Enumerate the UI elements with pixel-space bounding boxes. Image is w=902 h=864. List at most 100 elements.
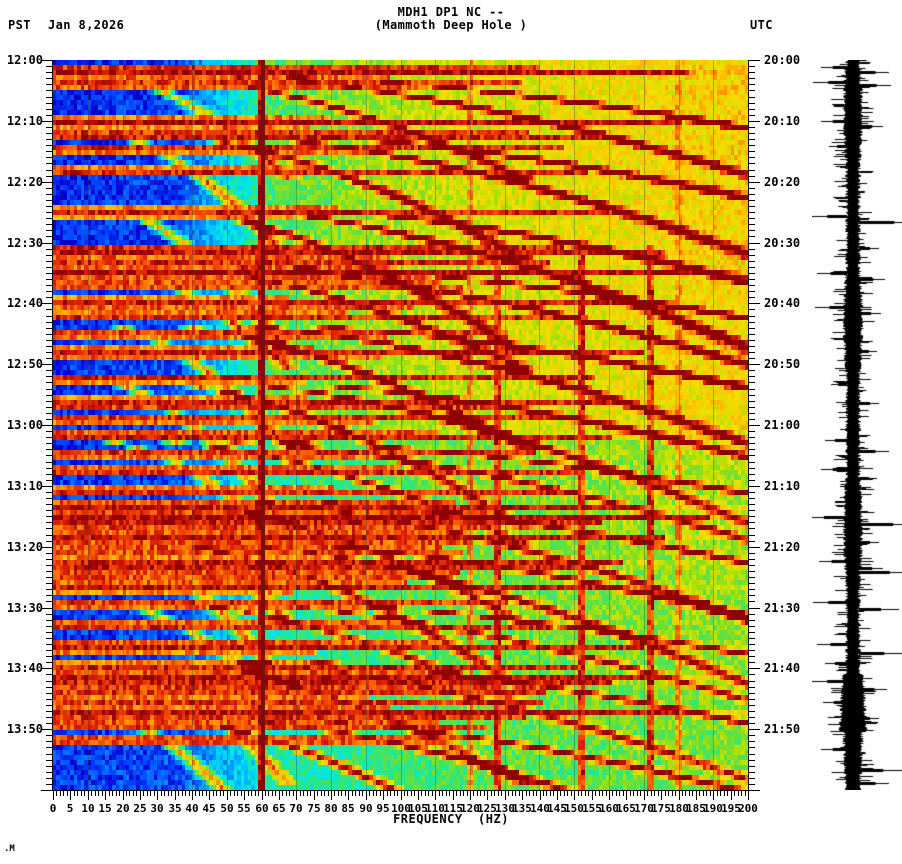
x-axis-tick [401, 791, 402, 800]
x-axis-minor-tick [407, 791, 408, 796]
y-axis-minor-tick [46, 218, 52, 219]
x-axis-minor-tick [321, 791, 322, 796]
y-axis-major-tick [749, 182, 760, 183]
y-axis-minor-tick [46, 681, 52, 682]
station-name-title: (Mammoth Deep Hole ) [374, 18, 528, 32]
x-axis-minor-tick [491, 791, 492, 796]
x-axis-minor-tick [394, 791, 395, 796]
x-axis-minor-tick [67, 791, 68, 796]
y-axis-minor-tick [46, 601, 52, 602]
y-axis-minor-tick [46, 109, 52, 110]
x-axis-label: 190 [703, 802, 723, 815]
y-axis-minor-tick [46, 66, 52, 67]
y-axis-major-tick [749, 425, 760, 426]
x-axis-minor-tick [182, 791, 183, 796]
x-axis-minor-tick [724, 791, 725, 796]
y-axis-minor-tick [749, 687, 755, 688]
x-axis-minor-tick [102, 791, 103, 796]
y-axis-left-label: 12:40 [6, 296, 43, 310]
y-axis-major-tick [749, 364, 760, 365]
y-axis-minor-tick [46, 334, 52, 335]
y-axis-minor-tick [46, 279, 52, 280]
spectrogram-plot[interactable] [53, 60, 748, 790]
y-axis-left-label: 13:50 [6, 722, 43, 736]
x-axis-tick [227, 791, 228, 800]
y-axis-minor-tick [749, 115, 755, 116]
x-axis-minor-tick [734, 791, 735, 796]
x-axis-minor-tick [536, 791, 537, 796]
y-axis-minor-tick [46, 309, 52, 310]
x-axis-minor-tick [248, 791, 249, 796]
y-axis-minor-tick [749, 620, 755, 621]
x-axis-minor-tick [303, 791, 304, 796]
x-axis-label: 125 [477, 802, 497, 815]
x-axis-tick [574, 791, 575, 800]
x-axis-minor-tick [387, 791, 388, 796]
x-axis-minor-tick [119, 791, 120, 796]
x-axis-minor-tick [60, 791, 61, 796]
x-axis-minor-tick [599, 791, 600, 796]
y-axis-minor-tick [749, 285, 755, 286]
y-axis-minor-tick [749, 468, 755, 469]
x-axis-minor-tick [529, 791, 530, 796]
y-axis-minor-tick [749, 510, 755, 511]
x-axis-minor-tick [658, 791, 659, 796]
x-axis-minor-tick [189, 791, 190, 796]
y-axis-minor-tick [46, 78, 52, 79]
y-axis-left-label: 12:10 [6, 114, 43, 128]
y-axis-minor-tick [749, 638, 755, 639]
y-axis-minor-tick [46, 474, 52, 475]
x-axis-tick [661, 791, 662, 800]
y-axis-minor-tick [749, 699, 755, 700]
y-axis-minor-tick [749, 401, 755, 402]
y-axis-minor-tick [46, 139, 52, 140]
y-axis-minor-tick [749, 279, 755, 280]
x-axis-minor-tick [352, 791, 353, 796]
y-axis-minor-tick [46, 717, 52, 718]
y-axis-minor-tick [749, 358, 755, 359]
y-axis-minor-tick [749, 200, 755, 201]
x-axis-tick [262, 791, 263, 800]
y-axis-minor-tick [749, 449, 755, 450]
y-axis-minor-tick [749, 376, 755, 377]
y-axis-minor-tick [46, 90, 52, 91]
x-axis-minor-tick [265, 791, 266, 796]
x-axis-minor-tick [473, 791, 474, 796]
y-axis-minor-tick [46, 413, 52, 414]
helicorder-trace-panel[interactable] [812, 60, 902, 790]
x-axis-minor-tick [251, 791, 252, 796]
x-axis-minor-tick [95, 791, 96, 796]
x-axis-minor-tick [682, 791, 683, 796]
x-axis-label: 30 [150, 802, 164, 815]
y-axis-left-label: 12:50 [6, 357, 43, 371]
x-axis-tick [609, 791, 610, 800]
y-axis-minor-tick [749, 498, 755, 499]
x-axis-minor-tick [272, 791, 273, 796]
x-axis-minor-tick [637, 791, 638, 796]
y-axis-minor-tick [46, 614, 52, 615]
x-axis-minor-tick [439, 791, 440, 796]
y-axis-minor-tick [46, 662, 52, 663]
y-axis-minor-tick [46, 176, 52, 177]
x-axis-minor-tick [526, 791, 527, 796]
y-axis-right-label: 20:00 [764, 53, 801, 67]
x-axis-label: 195 [721, 802, 741, 815]
x-axis-minor-tick [109, 791, 110, 796]
y-axis-minor-tick [749, 589, 755, 590]
x-axis-minor-tick [619, 791, 620, 796]
x-axis-minor-tick [741, 791, 742, 796]
y-axis-major-tick [749, 486, 760, 487]
y-axis-minor-tick [46, 151, 52, 152]
y-axis-minor-tick [46, 437, 52, 438]
y-axis-minor-tick [46, 760, 52, 761]
y-axis-major-tick [41, 425, 52, 426]
y-axis-minor-tick [46, 267, 52, 268]
x-axis-minor-tick [428, 791, 429, 796]
y-axis-minor-tick [749, 151, 755, 152]
x-axis-minor-tick [310, 791, 311, 796]
y-axis-right-label: 20:50 [764, 357, 801, 371]
y-axis-minor-tick [749, 674, 755, 675]
y-axis-minor-tick [749, 163, 755, 164]
y-axis-left-label: 13:00 [6, 418, 43, 432]
y-axis-minor-tick [749, 413, 755, 414]
